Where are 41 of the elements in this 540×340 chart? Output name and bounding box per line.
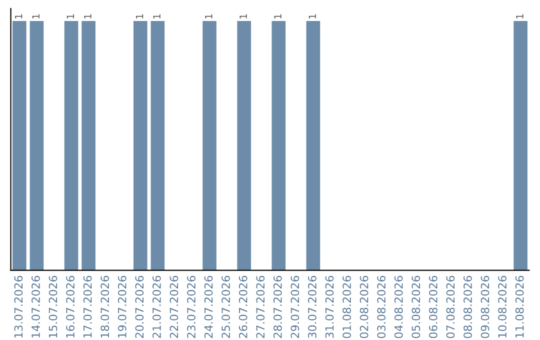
x-tick-label: 28.07.2026 xyxy=(273,276,282,338)
x-tick-label: 21.07.2026 xyxy=(152,276,161,338)
x-tick-label: 02.08.2026 xyxy=(360,276,368,338)
x-tick-label: 26.07.2026 xyxy=(238,276,248,338)
data-label: 1 xyxy=(84,14,92,19)
data-label: 1 xyxy=(205,14,212,19)
x-tick-label: 19.07.2026 xyxy=(118,276,126,338)
x-tick-label: 29.07.2026 xyxy=(290,276,300,338)
x-tick-label: 16.07.2026 xyxy=(66,276,75,338)
x-tick-label: 24.07.2026 xyxy=(204,276,213,338)
data-label: 1 xyxy=(240,14,247,19)
x-tick-label: 31.07.2026 xyxy=(325,276,334,338)
x-tick-label: 17.07.2026 xyxy=(83,276,92,338)
x-tick-label: 09.08.2026 xyxy=(480,276,490,338)
x-tick-label: 07.08.2026 xyxy=(446,276,455,338)
data-label: 1 xyxy=(308,14,316,19)
data-label: 1 xyxy=(136,14,144,19)
x-tick-label: 08.08.2026 xyxy=(464,276,472,338)
data-label: 1 xyxy=(32,14,40,19)
data-label: 1 xyxy=(66,14,74,19)
x-tick-label: 30.07.2026 xyxy=(308,276,316,338)
x-tick-label: 05.08.2026 xyxy=(412,276,420,338)
x-tick-label: 14.07.2026 xyxy=(32,276,40,338)
data-label: 1 xyxy=(153,14,160,19)
data-label: 1 xyxy=(274,14,282,19)
x-tick-label: 25.07.2026 xyxy=(222,276,230,338)
x-tick-label: 03.08.2026 xyxy=(377,276,386,338)
x-tick-label: 22.07.2026 xyxy=(170,276,178,338)
x-tick-label: 27.07.2026 xyxy=(256,276,265,338)
x-tick-label: 04.08.2026 xyxy=(394,276,403,338)
x-tick-label: 15.07.2026 xyxy=(48,276,58,338)
x-tick-label: 10.08.2026 xyxy=(498,276,507,338)
x-tick-label: 01.08.2026 xyxy=(342,276,351,338)
x-tick-label: 06.08.2026 xyxy=(428,276,438,338)
data-label: 1 xyxy=(516,14,524,19)
x-tick-label: 18.07.2026 xyxy=(100,276,110,338)
x-tick-label: 20.07.2026 xyxy=(135,276,144,338)
x-tick-label: 13.07.2026 xyxy=(14,276,23,338)
data-label: 1 xyxy=(15,14,22,19)
x-tick-label: 11.08.2026 xyxy=(515,276,524,338)
x-tick-label: 23.07.2026 xyxy=(187,276,196,338)
